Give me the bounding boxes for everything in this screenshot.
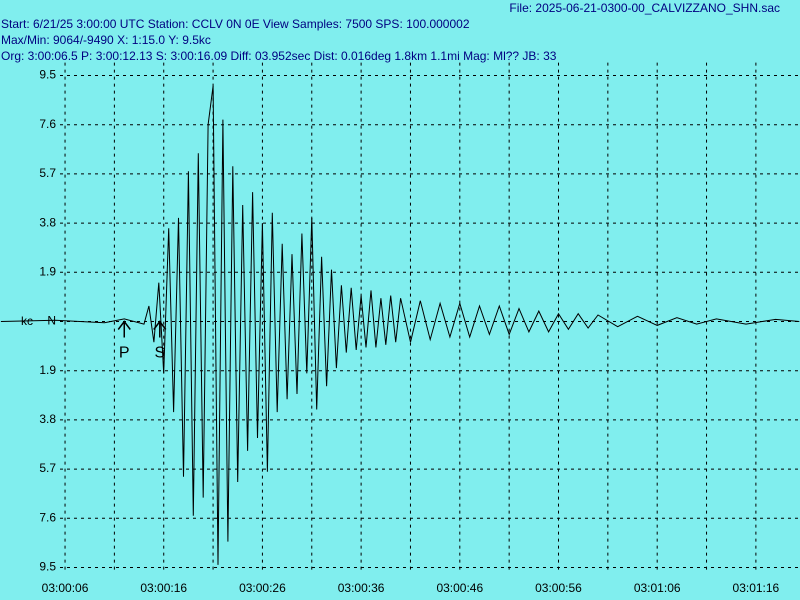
- x-tick-label: 03:01:06: [634, 581, 681, 595]
- file-name: File: 2025-06-21-0300-00_CALVIZZANO_SHN.…: [509, 1, 780, 15]
- y-tick-label: 1.9: [39, 363, 56, 377]
- header-line: Org: 3:00:06.5 P: 3:00:12.13 S: 3:00:16.…: [1, 49, 557, 63]
- waveform: [0, 85, 800, 565]
- header-line: Max/Min: 9064/-9490 X: 1:15.0 Y: 9.5kc: [1, 33, 211, 47]
- y-tick-label: 5.7: [39, 166, 56, 180]
- pick-label: P: [119, 345, 130, 362]
- header-line: Start: 6/21/25 3:00:00 UTC Station: CCLV…: [1, 17, 470, 31]
- y-tick-label: 3.8: [39, 412, 56, 426]
- x-tick-label: 03:00:06: [42, 581, 89, 595]
- pick-arrow: [117, 320, 131, 338]
- x-tick-label: 03:00:16: [140, 581, 187, 595]
- pick-arrow: [153, 320, 167, 338]
- x-tick-label: 03:00:46: [436, 581, 483, 595]
- y-tick-label: 9.5: [39, 560, 56, 574]
- y-tick-label: 9.5: [39, 68, 56, 82]
- y-tick-label: 5.7: [39, 461, 56, 475]
- y-tick-label: 3.8: [39, 215, 56, 229]
- x-tick-label: 03:00:36: [338, 581, 385, 595]
- y-tick-label: 1.9: [39, 264, 56, 278]
- pick-label: S: [154, 345, 165, 362]
- x-tick-label: 03:00:26: [239, 581, 286, 595]
- y-tick-label: 7.6: [39, 117, 56, 131]
- y-tick-label: 7.6: [39, 510, 56, 524]
- x-tick-label: 03:00:56: [535, 581, 582, 595]
- x-tick-label: 03:01:16: [733, 581, 780, 595]
